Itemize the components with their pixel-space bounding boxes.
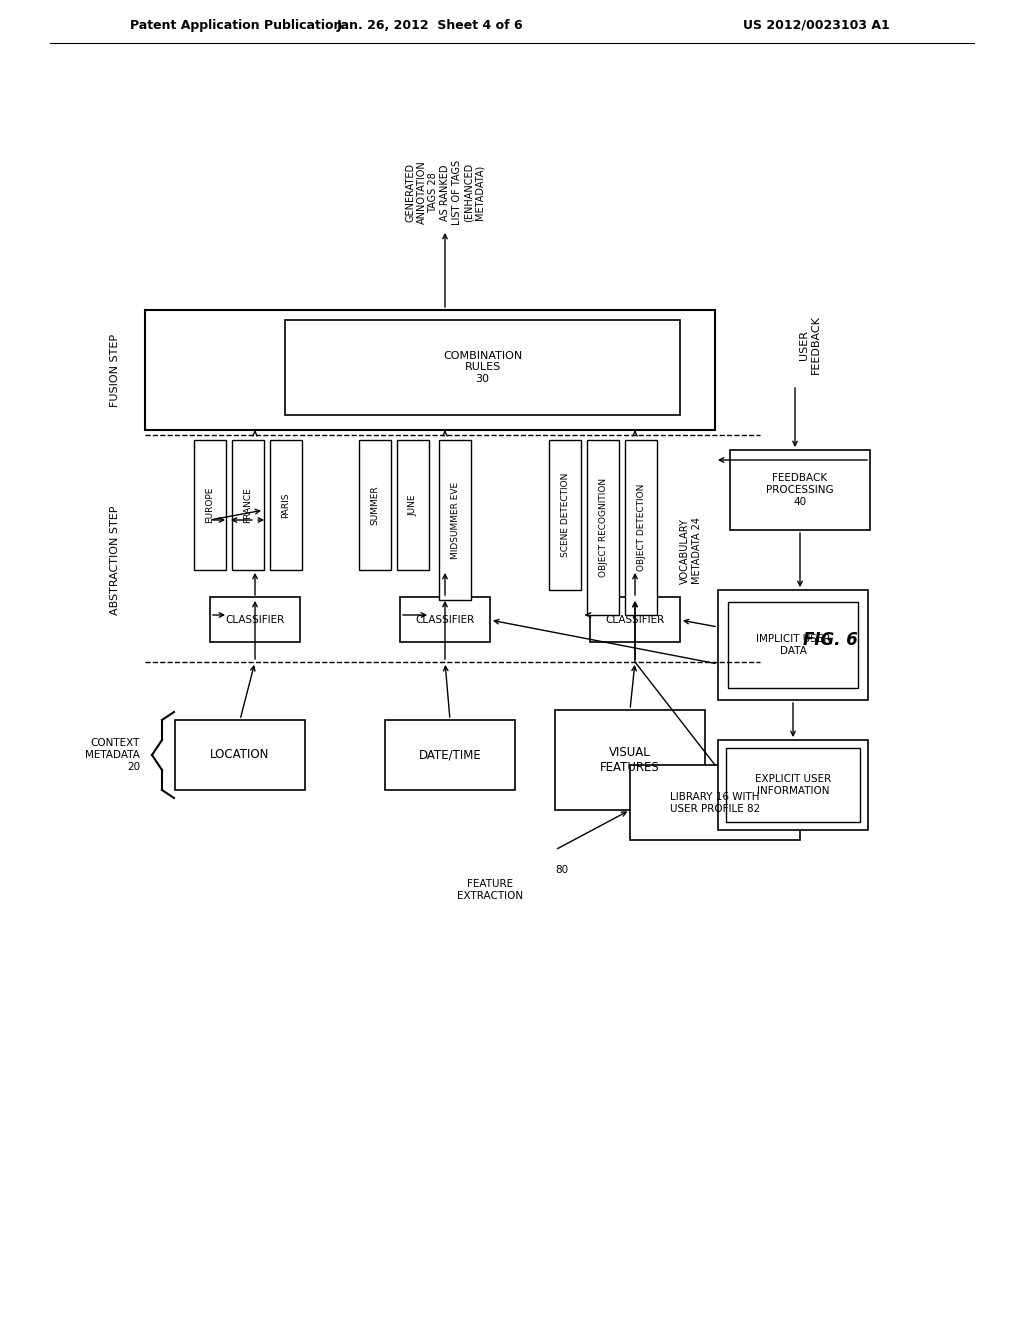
Bar — [587, 440, 618, 615]
Text: EUROPE: EUROPE — [206, 487, 214, 523]
Text: CLASSIFIER: CLASSIFIER — [605, 615, 665, 624]
Bar — [175, 719, 305, 789]
Text: COMBINATION
RULES
30: COMBINATION RULES 30 — [442, 351, 522, 384]
Text: MIDSUMMER EVE: MIDSUMMER EVE — [451, 482, 460, 558]
Text: Patent Application Publication: Patent Application Publication — [130, 18, 342, 32]
Bar — [718, 590, 868, 700]
Bar — [726, 748, 860, 822]
Text: OBJECT DETECTION: OBJECT DETECTION — [637, 484, 645, 572]
Bar — [549, 440, 581, 590]
Text: US 2012/0023103 A1: US 2012/0023103 A1 — [743, 18, 890, 32]
Text: CLASSIFIER: CLASSIFIER — [225, 615, 285, 624]
Bar — [145, 310, 715, 430]
Text: FIG. 6: FIG. 6 — [803, 631, 857, 649]
Bar — [270, 440, 302, 570]
Bar — [555, 710, 705, 810]
Bar — [730, 450, 870, 531]
Bar — [285, 319, 680, 414]
Text: IMPLICIT USER
DATA: IMPLICIT USER DATA — [756, 634, 830, 656]
Text: VOCABULARY
METADATA 24: VOCABULARY METADATA 24 — [680, 516, 701, 583]
Text: GENERATED
ANNOTATION
TAGS 28
AS RANKED
LIST OF TAGS
(ENHANCED
METADATA): GENERATED ANNOTATION TAGS 28 AS RANKED L… — [406, 160, 484, 224]
Bar — [625, 440, 657, 615]
Text: SCENE DETECTION: SCENE DETECTION — [560, 473, 569, 557]
Bar — [718, 741, 868, 830]
Text: FEATURE
EXTRACTION: FEATURE EXTRACTION — [457, 879, 523, 900]
Text: USER
FEEDBACK: USER FEEDBACK — [799, 315, 821, 375]
Bar — [439, 440, 471, 601]
Bar — [194, 440, 226, 570]
Bar — [630, 766, 800, 840]
Text: SUMMER: SUMMER — [371, 486, 380, 525]
Text: OBJECT RECOGNITION: OBJECT RECOGNITION — [598, 478, 607, 577]
Text: EXPLICIT USER
INFORMATION: EXPLICIT USER INFORMATION — [755, 775, 831, 796]
Text: CONTEXT
METADATA
20: CONTEXT METADATA 20 — [85, 738, 140, 772]
Text: FUSION STEP: FUSION STEP — [110, 334, 120, 407]
Text: 80: 80 — [555, 865, 568, 875]
Bar — [210, 597, 300, 642]
Text: LIBRARY 16 WITH
USER PROFILE 82: LIBRARY 16 WITH USER PROFILE 82 — [670, 792, 760, 814]
Text: JUNE: JUNE — [409, 494, 418, 516]
Text: FRANCE: FRANCE — [244, 487, 253, 523]
Bar — [359, 440, 391, 570]
Bar — [400, 597, 490, 642]
Text: ABSTRACTION STEP: ABSTRACTION STEP — [110, 506, 120, 615]
Text: Jan. 26, 2012  Sheet 4 of 6: Jan. 26, 2012 Sheet 4 of 6 — [337, 18, 523, 32]
Text: LOCATION: LOCATION — [210, 748, 269, 762]
Text: DATE/TIME: DATE/TIME — [419, 748, 481, 762]
Bar — [728, 602, 858, 688]
Bar — [232, 440, 264, 570]
Bar — [385, 719, 515, 789]
Bar — [590, 597, 680, 642]
Bar — [397, 440, 429, 570]
Text: PARIS: PARIS — [282, 492, 291, 517]
Text: VISUAL
FEATURES: VISUAL FEATURES — [600, 746, 659, 774]
Text: FEEDBACK
PROCESSING
40: FEEDBACK PROCESSING 40 — [766, 474, 834, 507]
Text: CLASSIFIER: CLASSIFIER — [416, 615, 475, 624]
